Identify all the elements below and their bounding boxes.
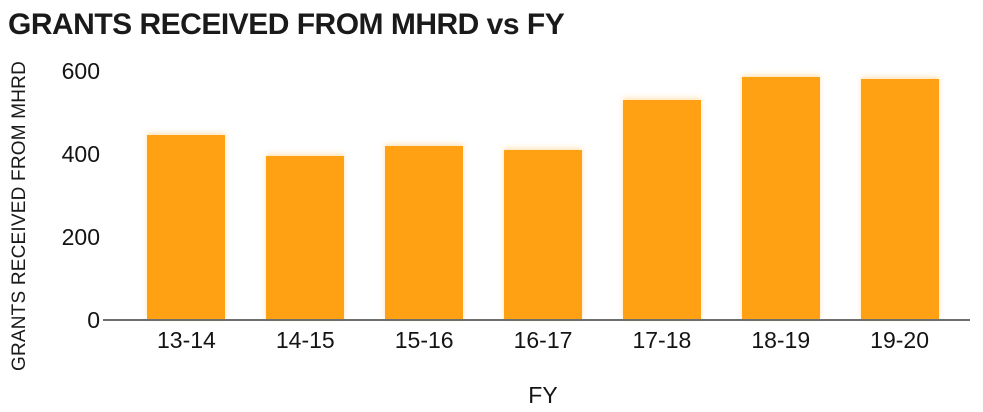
y-axis-title: GRANTS RECEIVED FROM MHRD (9, 60, 30, 372)
bar-slot (602, 71, 721, 320)
bar-slot (127, 71, 246, 320)
bar-slot (246, 71, 365, 320)
x-axis-title: FY (528, 382, 558, 408)
bar-slot (721, 71, 840, 320)
x-tick-label: 15-16 (394, 327, 454, 353)
x-tick-label: 19-20 (870, 327, 929, 353)
bar-13-14 (147, 135, 226, 320)
x-tick-label: 13-14 (157, 327, 216, 353)
bar-17-18 (622, 100, 701, 320)
bar-slot (484, 71, 603, 320)
x-tick-label: 16-17 (513, 327, 573, 353)
bar-16-17 (504, 149, 582, 320)
bar-slot (840, 71, 959, 320)
bar-14-15 (266, 156, 345, 320)
bar-slot (365, 71, 484, 320)
x-axis-line (103, 319, 970, 321)
x-axis-tick-labels: 13-14 14-15 15-16 16-17 17-18 18-19 19-20 (127, 327, 959, 354)
bar-19-20 (860, 79, 939, 320)
bar-18-19 (741, 77, 820, 320)
bar-15-16 (385, 145, 464, 320)
chart-title: GRANTS RECEIVED FROM MHRD vs FY (8, 8, 565, 41)
x-tick-label: 14-15 (275, 327, 335, 353)
y-tick-label: 400 (61, 141, 100, 167)
x-tick-label: 17-18 (632, 327, 692, 353)
y-tick-label: 200 (61, 224, 100, 250)
y-tick-label: 600 (61, 58, 100, 84)
plot-area (127, 71, 959, 320)
y-tick-label: 0 (87, 307, 100, 333)
x-tick-label: 18-19 (751, 327, 811, 353)
